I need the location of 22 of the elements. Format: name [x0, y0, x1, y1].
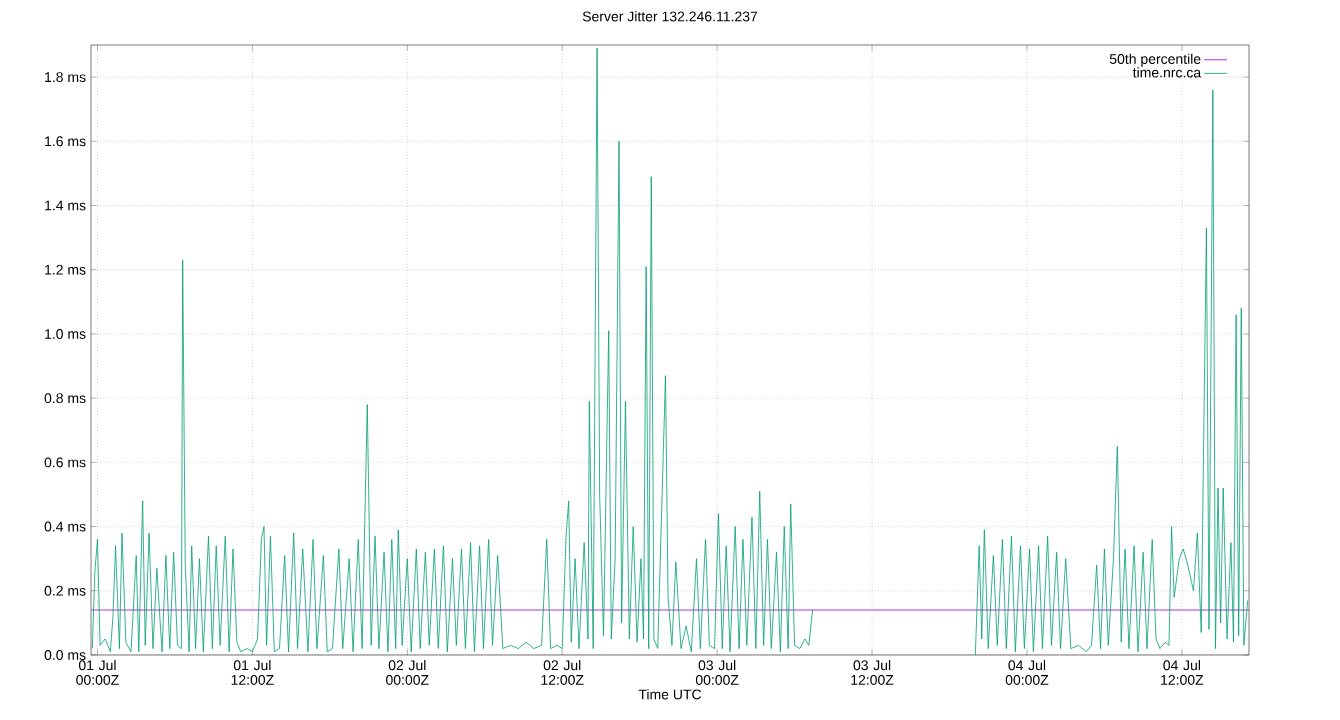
chart-title: Server Jitter 132.246.11.237 — [582, 11, 758, 22]
y-tick-label: 0.2 ms — [44, 585, 86, 596]
x-axis-title: Time UTC — [638, 689, 702, 700]
x-tick-label: 02 Jul 00:00Z — [386, 659, 429, 685]
y-tick-label: 1.8 ms — [45, 72, 86, 83]
y-tick-label: 1.2 ms — [45, 264, 86, 275]
x-tick-label: 02 Jul 12:00Z — [541, 659, 584, 685]
y-tick-label: 1.4 ms — [45, 200, 86, 211]
y-tick-label: 0.0 ms — [44, 650, 86, 660]
legend-label: time.nrc.ca — [1132, 67, 1202, 78]
x-tick-label: 04 Jul 00:00Z — [1005, 659, 1049, 685]
x-tick-label: 04 Jul 12:00Z — [1161, 659, 1204, 685]
y-tick-label: 1.6 ms — [45, 136, 86, 147]
y-tick-label: 1.0 ms — [45, 328, 86, 339]
y-tick-label: 0.6 ms — [44, 457, 86, 468]
y-tick-label: 0.8 ms — [44, 393, 86, 404]
x-tick-label: 01 Jul 12:00Z — [231, 659, 274, 685]
x-tick-label: 03 Jul 12:00Z — [851, 659, 894, 685]
legend-label: 50th percentile — [1109, 53, 1201, 67]
x-tick-label: 01 Jul 00:00Z — [76, 659, 119, 685]
x-tick-label: 03 Jul 00:00Z — [695, 659, 739, 685]
y-tick-label: 0.4 ms — [44, 521, 86, 532]
